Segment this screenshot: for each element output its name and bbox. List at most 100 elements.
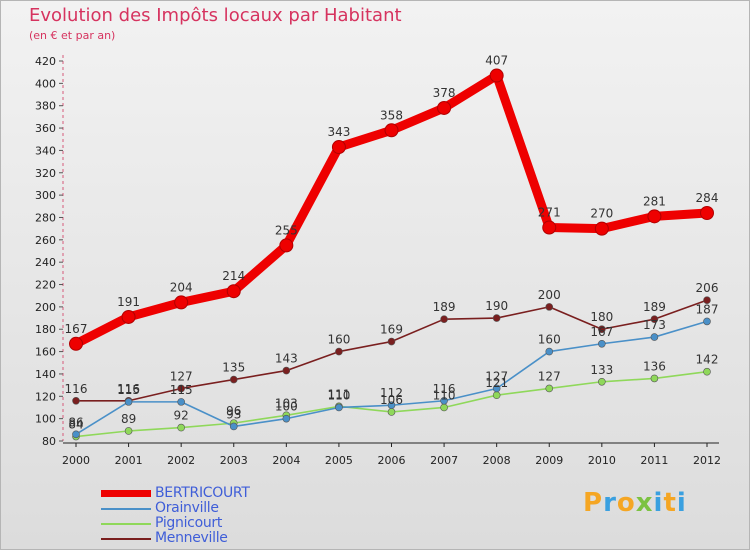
- data-labels: 167 191 204 214 255 343 358 378 407 271 270 281 284 8…: [65, 54, 719, 432]
- logo-letter: r: [603, 488, 617, 518]
- data-label: 281: [643, 194, 666, 208]
- data-point: [492, 384, 501, 393]
- proxiti-logo: Proxiti: [583, 488, 687, 518]
- data-point: [703, 296, 711, 304]
- data-point: [282, 414, 291, 423]
- data-point: [384, 123, 399, 138]
- data-label: 173: [643, 318, 666, 332]
- data-label: 270: [590, 207, 613, 221]
- data-label: 206: [696, 281, 719, 295]
- logo-letter: o: [616, 488, 636, 518]
- data-label: 106: [380, 393, 403, 407]
- chart-subtitle: (en € et par an): [29, 29, 116, 42]
- data-label: 116: [433, 382, 456, 396]
- y-tick-label: 160: [35, 346, 56, 359]
- data-label: 169: [380, 323, 403, 337]
- data-label: 92: [174, 409, 189, 423]
- x-tick-label: 2010: [588, 454, 616, 467]
- legend-swatch: [101, 523, 151, 525]
- data-label: 84: [68, 418, 83, 432]
- y-tick-label: 80: [42, 435, 56, 448]
- data-point: [542, 220, 557, 235]
- data-label: 89: [121, 412, 136, 426]
- data-label: 116: [65, 382, 88, 396]
- data-point: [72, 396, 80, 405]
- data-label: 214: [222, 269, 245, 283]
- data-label: 189: [643, 300, 666, 314]
- data-label: 136: [643, 359, 666, 373]
- data-point: [492, 314, 501, 322]
- data-point: [387, 401, 396, 410]
- axes: 80 100 120 140 160 180 200 220 240 260 280 300 320 34…: [35, 55, 721, 467]
- data-point: [177, 384, 185, 393]
- data-label: 103: [275, 396, 298, 410]
- data-label: 110: [433, 388, 456, 402]
- data-label: 115: [170, 383, 193, 397]
- x-tick-label: 2006: [378, 454, 406, 467]
- data-label: 191: [117, 295, 140, 309]
- legend-swatch: [101, 490, 151, 497]
- data-label: 180: [590, 310, 613, 324]
- data-point: [492, 391, 501, 399]
- data-point: [124, 398, 133, 406]
- x-tick-label: 2000: [62, 454, 90, 467]
- y-tick-label: 340: [35, 144, 56, 157]
- y-tick-label: 420: [35, 55, 56, 68]
- data-label: 93: [226, 407, 241, 421]
- data-point: [594, 221, 609, 236]
- x-tick-label: 2007: [430, 454, 458, 467]
- x-tick-label: 2011: [640, 454, 668, 467]
- data-point: [489, 68, 504, 83]
- y-tick-label: 180: [35, 323, 56, 336]
- logo-letter: P: [583, 488, 604, 518]
- data-label: 127: [170, 369, 193, 383]
- data-label: 143: [275, 352, 298, 366]
- x-tick-label: 2009: [535, 454, 563, 467]
- data-label: 121: [485, 376, 508, 390]
- data-label: 271: [538, 206, 561, 220]
- data-point: [121, 309, 136, 324]
- data-point: [177, 398, 185, 406]
- legend-label: BERTRICOURT: [155, 485, 250, 501]
- data-point: [650, 333, 659, 341]
- logo-letter: i: [676, 488, 687, 518]
- data-point: [440, 403, 448, 412]
- data-point: [279, 238, 294, 253]
- data-point: [650, 315, 659, 323]
- chart-title: Evolution des Impôts locaux par Habitant: [29, 5, 402, 26]
- x-tick-label: 2008: [483, 454, 511, 467]
- legend-label: Menneville: [155, 530, 228, 546]
- data-label: 160: [327, 333, 350, 347]
- legend-item-menneville: Menneville: [101, 530, 341, 546]
- data-label: 111: [327, 387, 350, 401]
- data-point: [545, 384, 554, 393]
- legend-label: Pignicourt: [155, 515, 223, 531]
- x-tick-label: 2005: [325, 454, 353, 467]
- data-label: 255: [275, 223, 298, 237]
- legend-label: Orainville: [155, 500, 219, 516]
- data-point: [124, 427, 133, 435]
- data-point: [229, 375, 238, 384]
- data-label: 100: [275, 400, 298, 414]
- y-tick-label: 240: [35, 256, 56, 269]
- data-point: [440, 315, 448, 323]
- data-label: 284: [696, 191, 719, 205]
- data-point: [335, 403, 343, 412]
- x-tick-label: 2012: [693, 454, 721, 467]
- data-label: 86: [68, 415, 83, 429]
- data-point: [703, 367, 711, 376]
- data-label: 407: [485, 54, 508, 68]
- y-tick-label: 320: [35, 167, 56, 180]
- y-tick-label: 280: [35, 211, 56, 224]
- y-tick-label: 220: [35, 279, 56, 292]
- data-point: [335, 347, 343, 356]
- data-point: [647, 209, 662, 224]
- data-label: 167: [65, 322, 88, 336]
- data-label: 343: [327, 125, 350, 139]
- logo-letter: i: [653, 488, 664, 518]
- data-point: [282, 366, 291, 375]
- y-tick-label: 300: [35, 189, 56, 202]
- data-label: 204: [170, 280, 193, 294]
- data-point: [598, 377, 606, 386]
